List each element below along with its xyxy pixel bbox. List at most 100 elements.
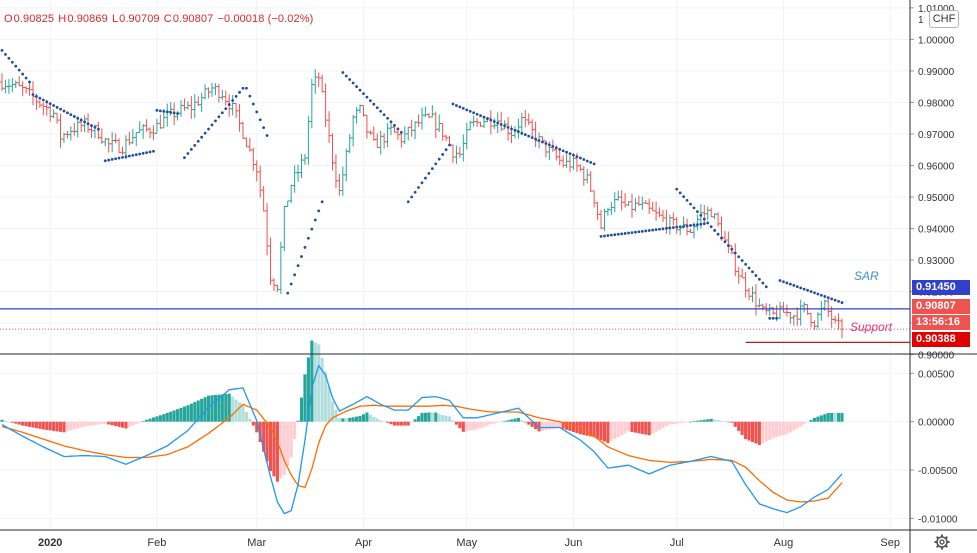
price-series [0,69,844,339]
macd-histogram-bar [83,421,87,427]
macd-histogram-bar [620,421,624,436]
macd-histogram-bar [210,395,214,422]
macd-histogram-bar [623,421,627,434]
sar-dot [799,286,803,290]
sar-dot [14,64,18,68]
time-tick-label: May [456,537,477,549]
sar-dot [723,240,727,244]
sar-dot [241,86,245,90]
macd-histogram-bar [38,421,42,429]
sar-dot [689,202,692,206]
macd-histogram-bar [775,421,779,438]
sar-dot [837,299,840,303]
macd-histogram-bar [713,419,717,422]
sar-dot [730,247,734,251]
macd-histogram-bar [392,421,397,426]
sar-dot [399,130,403,134]
macd-histogram-bar [726,421,730,423]
price-tick-label: 1.01000 [918,4,955,15]
macd-histogram-bar [217,394,221,422]
macd-line [1,364,843,515]
macd-histogram-bar [382,421,386,423]
sar-dot [406,200,410,204]
macd-histogram-bar [48,421,52,431]
macd-histogram-bar [417,416,421,422]
sar-dot [389,120,393,124]
gear-icon[interactable] [934,534,950,550]
sar-dot [313,218,317,222]
macd-histogram-bar [706,419,710,422]
sar-dot [720,236,723,240]
sar-dot [386,116,389,120]
macd-histogram-bar [327,386,331,422]
close-label: C [163,13,172,25]
sar-dot [771,316,775,320]
time-tick-label: Apr [355,537,372,549]
sar-dot [813,291,816,295]
macd-histogram-bar [444,415,448,422]
macd-histogram-bar [320,357,324,422]
sar-dot [124,155,128,159]
macd-histogram-bar [682,421,686,423]
macd-histogram-bar [516,417,520,422]
sar-dot [379,109,383,113]
macd-histogram-bar [582,421,586,436]
macd-histogram-bar [189,403,193,422]
macd-histogram-bar [165,413,169,422]
sar-dot [685,198,689,202]
macd-histogram-bar [788,421,792,433]
sar-dot [675,187,679,191]
sar-dot [251,102,255,106]
sar-dot [114,157,118,161]
sar-dot [45,100,49,104]
price-tick-label-top: 1 [918,15,924,26]
currency-button[interactable]: CHF [929,10,959,28]
macd-histogram-bar [262,421,266,452]
macd-histogram-bar [103,421,107,424]
sar-annotation[interactable]: SAR [854,269,879,283]
sar-dot [255,110,259,114]
macd-histogram-bar [41,421,45,430]
sar-dot [534,137,538,141]
sar-dot [582,158,586,161]
macd-histogram-bar [358,415,362,422]
sar-dot [231,99,235,102]
sar-dot [468,109,472,113]
macd-histogram-bar [489,421,493,425]
macd-histogram-bar [437,413,441,422]
sar-dot [678,191,682,195]
macd-histogram-bar [523,421,527,423]
macd-histogram-bar [96,421,100,425]
sar-dot [613,233,617,237]
support-annotation[interactable]: Support [850,320,893,334]
sar-dot [79,118,83,122]
macd-histogram-bar [282,421,286,475]
macd-histogram-bar [396,421,400,426]
sar-dot [809,290,813,293]
macd-histogram-bar [616,421,620,438]
macd-histogram-bar [520,420,524,422]
macd-histogram-bar [675,421,679,424]
macd-histogram-bar [237,402,242,422]
macd-histogram-bar [120,421,125,428]
macd-histogram-bar [114,421,118,427]
sar-dot [551,144,555,148]
sar-dot [461,106,465,110]
sar-dot [541,140,544,144]
macd-histogram-bar [0,419,4,422]
macd-histogram-bar [62,421,66,433]
macd-histogram-bar [485,421,489,426]
macd-histogram-bar [606,421,610,443]
macd-histogram-bar [499,421,503,423]
macd-histogram-bar [747,421,751,441]
sar-dot [699,214,703,217]
sar-dot [214,119,217,123]
macd-histogram-bar [668,421,672,425]
macd-histogram-bar [633,421,637,433]
macd-histogram-bar [34,421,38,429]
sar-dot [351,81,355,85]
sar-dot [158,109,162,113]
sar-dot [744,262,748,266]
sar-dot [544,142,548,145]
macd-histogram-bar [509,419,514,422]
